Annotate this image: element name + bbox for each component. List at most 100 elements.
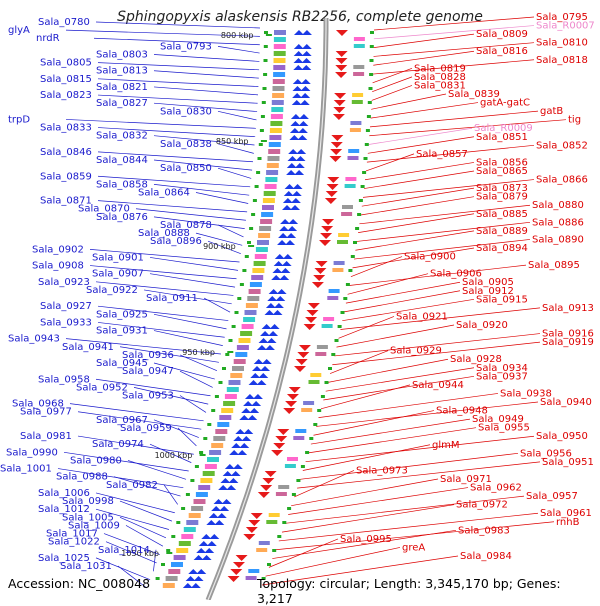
reverse-gene-arrow xyxy=(314,268,327,274)
left-connector xyxy=(105,541,157,564)
feature-block xyxy=(284,464,296,468)
forward-gene-arrow xyxy=(243,429,254,434)
feature-block xyxy=(259,226,272,231)
reverse-gene-arrow xyxy=(335,65,348,71)
forward-gene-arrow xyxy=(204,548,215,553)
feature-block xyxy=(207,457,219,462)
reverse-gene-arrow xyxy=(283,408,296,414)
forward-gene-arrow xyxy=(296,149,307,154)
feature-block xyxy=(347,156,359,160)
feature-block xyxy=(269,128,282,133)
feature-block xyxy=(241,324,254,329)
reverse-gene-arrow xyxy=(330,142,343,148)
right-connector xyxy=(360,196,475,216)
tick-mark xyxy=(244,255,249,258)
feature-block xyxy=(266,520,278,524)
forward-gene-arrow xyxy=(206,541,217,546)
scale-tick xyxy=(227,351,234,353)
tick-mark xyxy=(181,507,186,510)
feature-block xyxy=(265,177,278,182)
tick-mark xyxy=(369,73,374,76)
left-connector xyxy=(127,460,187,480)
tick-mark xyxy=(252,199,257,202)
left-connector xyxy=(97,62,260,71)
feature-block xyxy=(316,345,328,349)
forward-gene-arrow xyxy=(301,51,312,56)
left-connector xyxy=(57,468,184,489)
right-connector xyxy=(302,444,431,471)
left-connector xyxy=(89,265,237,280)
forward-gene-arrow xyxy=(250,373,261,378)
left-gene-label: Sala_0815 xyxy=(40,74,92,85)
feature-block xyxy=(345,177,357,181)
tick-mark xyxy=(277,535,282,538)
left-connector xyxy=(97,200,248,213)
right-gene-label: Sala_0885 xyxy=(476,209,528,220)
forward-gene-arrow xyxy=(272,268,283,273)
left-connector xyxy=(203,297,231,313)
reverse-gene-arrow xyxy=(324,198,337,204)
left-connector xyxy=(153,54,260,62)
feature-block xyxy=(248,289,261,294)
feature-block xyxy=(264,184,277,189)
left-connector xyxy=(153,86,259,96)
right-connector xyxy=(371,93,447,110)
forward-gene-arrow xyxy=(182,583,193,588)
reverse-gene-arrow xyxy=(295,359,308,365)
right-connector xyxy=(372,68,413,84)
left-gene-label: Sala_0878 xyxy=(160,220,212,231)
feature-block xyxy=(176,548,189,553)
tick-mark xyxy=(324,381,329,384)
right-connector xyxy=(332,341,541,366)
left-connector xyxy=(153,362,215,380)
right-connector xyxy=(358,213,475,233)
right-connector xyxy=(369,119,567,137)
left-connector xyxy=(119,346,219,363)
right-connector xyxy=(310,418,471,445)
tick-mark xyxy=(343,297,348,300)
tick-mark xyxy=(185,493,190,496)
left-connector xyxy=(95,281,234,296)
reverse-gene-arrow xyxy=(330,149,343,155)
left-gene-label: Sala_0967 xyxy=(96,415,148,426)
right-gene-label: Sala_0983 xyxy=(458,525,510,536)
left-connector xyxy=(153,184,250,196)
left-gene-label: Sala_0838 xyxy=(160,139,212,150)
forward-gene-arrow xyxy=(226,485,237,490)
forward-gene-arrow xyxy=(273,303,284,308)
genome-backbone xyxy=(205,18,329,600)
left-connector xyxy=(77,411,202,430)
left-gene-label: Sala_0982 xyxy=(106,480,158,491)
forward-gene-arrow xyxy=(285,240,296,245)
feature-block xyxy=(269,135,282,140)
left-connector xyxy=(95,508,169,530)
forward-gene-arrow xyxy=(300,93,311,98)
forward-gene-arrow xyxy=(244,394,255,399)
feature-block xyxy=(257,240,269,245)
tick-mark xyxy=(287,507,292,510)
scale-label: 950 kbp xyxy=(182,348,215,357)
tick-mark xyxy=(366,115,371,118)
tick-mark xyxy=(348,269,353,272)
right-connector xyxy=(320,384,411,410)
tick-mark xyxy=(296,479,301,482)
forward-gene-arrow xyxy=(274,254,285,259)
right-connector xyxy=(291,478,439,507)
feature-block xyxy=(162,583,175,588)
tick-mark xyxy=(259,129,264,132)
feature-block xyxy=(270,114,283,119)
feature-block xyxy=(245,576,257,580)
feature-block xyxy=(236,345,249,350)
tick-mark xyxy=(357,213,362,216)
forward-gene-arrow xyxy=(214,520,225,525)
left-gene-label: Sala_0936 xyxy=(122,350,174,361)
left-connector xyxy=(143,289,232,305)
forward-gene-arrow xyxy=(288,219,299,224)
left-connector xyxy=(119,516,167,539)
tick-mark xyxy=(282,521,287,524)
right-connector xyxy=(365,153,415,172)
forward-gene-arrow xyxy=(261,359,272,364)
left-gene-label: Sala_0844 xyxy=(96,155,148,166)
right-connector xyxy=(299,452,519,480)
tick-mark xyxy=(358,199,363,202)
